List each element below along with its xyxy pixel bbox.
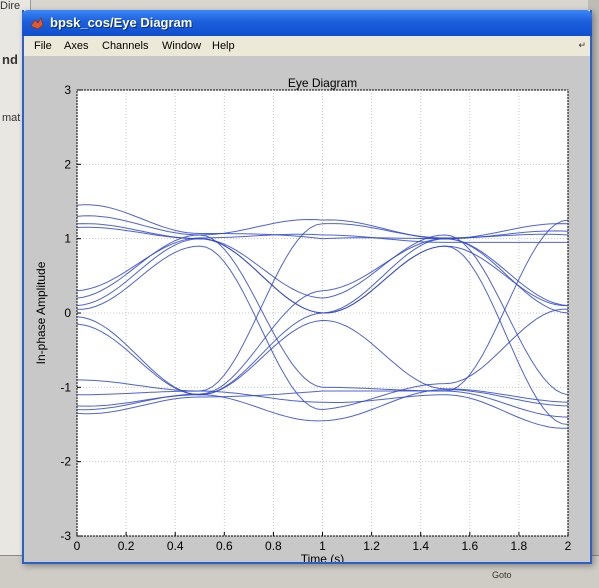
eye-trace: [76, 218, 569, 307]
x-tick-label: 1.4: [412, 539, 429, 553]
eye-trace: [76, 223, 569, 396]
menu-bar: File Axes Channels Window Help ↵: [24, 36, 590, 56]
y-tick-label: 3: [64, 83, 71, 97]
background-goto-label: Goto: [492, 570, 512, 580]
eye-trace: [76, 238, 569, 425]
matlab-logo-icon: [30, 17, 44, 30]
background-label-nd: nd: [2, 52, 18, 67]
chart-title: Eye Diagram: [288, 76, 357, 90]
menu-help[interactable]: Help: [212, 40, 235, 52]
eye-trace: [76, 379, 569, 429]
x-tick-label: 0.4: [167, 539, 184, 553]
x-tick-label: 1.6: [461, 539, 478, 553]
menu-channels[interactable]: Channels: [102, 40, 149, 52]
dock-arrow-icon[interactable]: ↵: [578, 40, 586, 50]
window-title: bpsk_cos/Eye Diagram: [50, 15, 193, 30]
eye-diagram-window[interactable]: bpsk_cos/Eye Diagram File Axes Channels …: [22, 10, 592, 564]
eye-trace: [76, 316, 569, 403]
eye-trace: [76, 390, 569, 418]
x-axis-label: Time (s): [301, 552, 345, 562]
y-tick-label: 2: [64, 157, 71, 171]
eye-trace: [76, 215, 569, 392]
x-tick-label: 0.8: [265, 539, 282, 553]
y-tick-label: 0: [64, 306, 71, 320]
x-tick-label: 0.6: [216, 539, 233, 553]
background-label-mat: mat: [2, 112, 21, 124]
menu-file[interactable]: File: [34, 40, 52, 52]
x-tick-label: 2: [565, 539, 572, 553]
y-tick-label: 1: [64, 232, 71, 246]
eye-trace: [76, 323, 569, 422]
y-tick-label: -3: [60, 529, 71, 543]
x-tick-label: 1: [319, 539, 326, 553]
background-label-top: Dire: [0, 0, 21, 12]
background-window-right: [588, 0, 599, 555]
eye-trace: [76, 233, 568, 292]
eye-trace: [76, 204, 569, 240]
eye-trace: [76, 245, 569, 411]
y-tick-label: -1: [60, 380, 71, 394]
eye-diagram-chart: 0 0.2 0.4 0.6 0.8 1 1.2 1.4 1.6 1.8 2 3 2 1 0 -1 -2 -3 Eye…: [34, 76, 572, 562]
eye-trace: [76, 230, 569, 411]
y-tick-label: -2: [60, 455, 71, 469]
x-tick-label: 1.2: [363, 539, 380, 553]
menu-axes[interactable]: Axes: [64, 40, 89, 52]
title-bar[interactable]: bpsk_cos/Eye Diagram: [22, 10, 592, 36]
x-tick-label: 1.8: [511, 539, 528, 553]
figure-area: 0 0.2 0.4 0.6 0.8 1 1.2 1.4 1.6 1.8 2 3 2 1 0 -1 -2 -3 Eye…: [24, 56, 590, 562]
x-tick-label: 0: [74, 539, 81, 553]
y-axis-label: In-phase Amplitude: [34, 261, 48, 364]
menu-window[interactable]: Window: [162, 40, 202, 52]
x-tick-label: 0.2: [118, 539, 135, 553]
